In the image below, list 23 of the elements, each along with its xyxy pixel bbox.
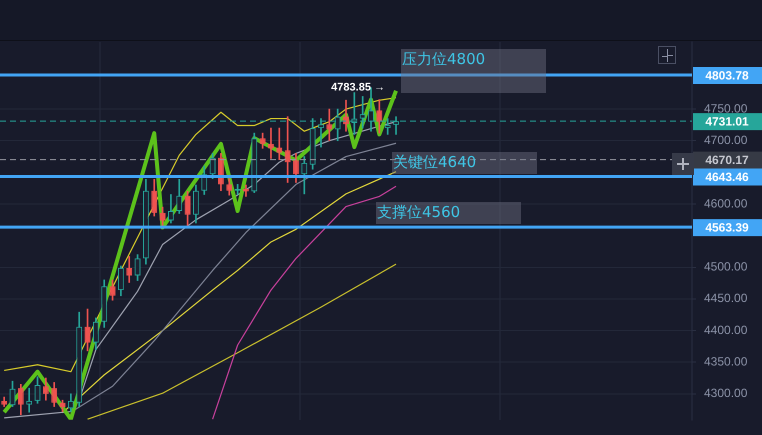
candlestick — [268, 128, 274, 159]
annotation: 4783.85 → — [331, 82, 385, 94]
candlestick — [243, 184, 249, 197]
ref-line-label: 4803.78 — [705, 68, 750, 82]
ref-line-label: 4670.17 — [705, 152, 750, 167]
ref-line-label: 4563.39 — [705, 220, 750, 234]
y-tick-label: 4400.00 — [704, 322, 748, 337]
annotation: 关键位4640 — [393, 152, 476, 171]
label-panel: 压力位4800 — [401, 49, 546, 94]
label-panel: 支撑位4560 — [376, 202, 521, 224]
y-tick-label: 4750.00 — [704, 101, 748, 116]
candlestick — [343, 100, 349, 132]
ref-line-label: 4731.01 — [705, 114, 750, 128]
y-tick-label: 4350.00 — [704, 354, 748, 369]
ref-line-label: 4643.46 — [705, 170, 750, 184]
annotation: 压力位4800 — [402, 50, 486, 68]
y-tick-label: 4600.00 — [704, 196, 748, 210]
y-tick-label: 4500.00 — [704, 260, 748, 274]
y-tick-label: 4450.00 — [704, 291, 748, 306]
y-tick-label: 4700.00 — [704, 133, 748, 148]
annotation: 支撑位4560 — [377, 203, 460, 222]
y-tick-label: 4300.00 — [704, 386, 748, 400]
label-panel: 关键位4640 — [392, 152, 537, 174]
